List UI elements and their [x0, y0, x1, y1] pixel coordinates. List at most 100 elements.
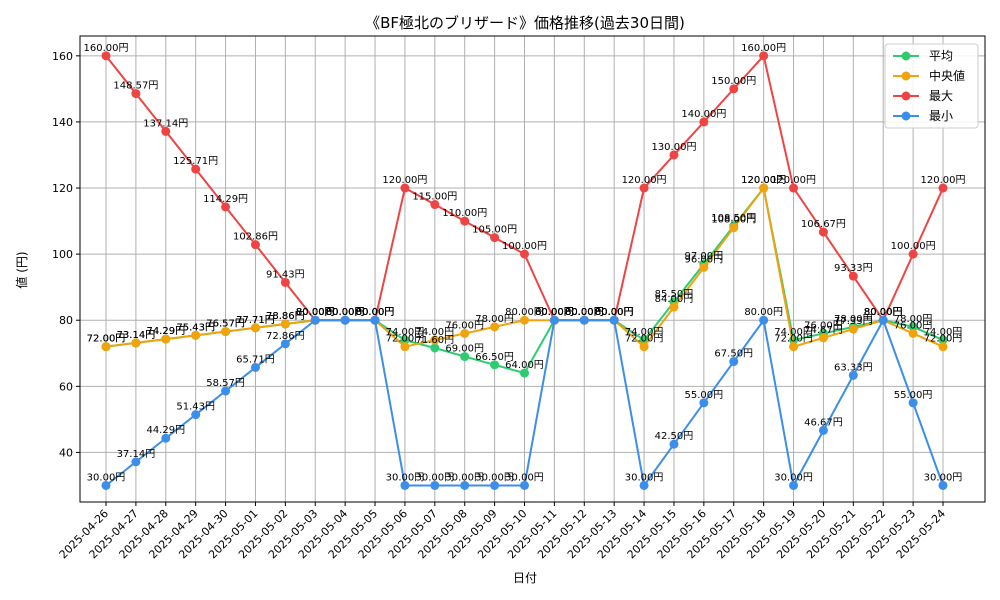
data-label: 77.33円	[834, 316, 873, 327]
data-label: 69.00円	[445, 344, 484, 355]
data-point	[430, 480, 440, 490]
data-label: 80.00円	[356, 307, 395, 318]
data-label: 100.00円	[891, 241, 936, 252]
data-label: 80.00円	[565, 307, 604, 318]
data-label: 160.00円	[741, 43, 786, 54]
data-label: 76.57円	[206, 319, 245, 330]
data-point	[221, 386, 231, 396]
data-point	[878, 315, 888, 325]
data-point	[490, 360, 500, 370]
data-label: 80.00円	[535, 307, 574, 318]
data-point	[549, 315, 559, 325]
data-point	[699, 117, 709, 127]
data-label: 75.43円	[176, 322, 215, 333]
data-label: 80.00円	[356, 307, 395, 318]
data-label: 115.00円	[412, 192, 457, 203]
chart-title: 《BF極北のブリザード》価格推移(過去30日間)	[365, 14, 685, 32]
data-point	[430, 200, 440, 210]
data-point	[490, 322, 500, 332]
data-label: 137.14円	[143, 118, 188, 129]
data-label: 91.43円	[266, 269, 305, 280]
legend-swatch-marker	[901, 71, 911, 81]
data-label: 71.60円	[416, 335, 455, 346]
data-label: 80.00円	[565, 307, 604, 318]
data-point	[161, 433, 171, 443]
data-point	[908, 249, 918, 259]
data-label: 76.57円	[206, 319, 245, 330]
data-point	[250, 362, 260, 372]
data-label: 120.00円	[741, 175, 786, 186]
data-label: 102.86円	[233, 232, 278, 243]
data-point	[400, 342, 410, 352]
data-label: 80.00円	[326, 307, 365, 318]
legend-label: 最大	[929, 89, 953, 103]
data-label: 30.00円	[924, 472, 963, 483]
y-tick-label: 40	[59, 446, 73, 459]
series-3	[101, 315, 948, 490]
data-label: 130.00円	[651, 142, 696, 153]
data-label: 80.00円	[864, 307, 903, 318]
data-point	[729, 84, 739, 94]
data-label: 72.00円	[87, 334, 126, 345]
data-point	[460, 352, 470, 362]
data-label: 30.00円	[445, 472, 484, 483]
data-label: 73.14円	[117, 330, 156, 341]
plot-frame	[79, 35, 986, 503]
data-label: 78.00円	[475, 314, 514, 325]
data-label: 125.71円	[173, 156, 218, 167]
data-label: 85.50円	[655, 289, 694, 300]
data-label: 63.33円	[834, 362, 873, 373]
data-label: 44.29円	[146, 425, 185, 436]
data-point	[759, 183, 769, 193]
data-label: 74.67円	[804, 325, 843, 336]
data-label: 77.71円	[236, 315, 275, 326]
data-label: 74.00円	[625, 327, 664, 338]
data-point	[101, 342, 111, 352]
data-label: 80.00円	[595, 307, 634, 318]
data-point	[280, 339, 290, 349]
data-label: 120.00円	[921, 175, 966, 186]
data-label: 73.14円	[117, 330, 156, 341]
data-point	[639, 183, 649, 193]
legend-label: 平均	[929, 49, 953, 63]
legend-swatch-marker	[901, 111, 911, 121]
data-point	[699, 262, 709, 272]
data-point	[818, 333, 828, 343]
data-point	[221, 327, 231, 337]
y-axis-label: 値 (円)	[14, 251, 29, 288]
data-point	[759, 315, 769, 325]
data-label: 30.00円	[416, 472, 455, 483]
data-point	[609, 315, 619, 325]
data-label: 80.00円	[326, 307, 365, 318]
data-point	[938, 335, 948, 345]
data-point	[520, 315, 529, 325]
data-label: 55.00円	[685, 390, 724, 401]
data-label: 80.00円	[326, 307, 365, 318]
data-point	[250, 323, 260, 333]
data-label: 37.14円	[117, 449, 156, 460]
data-point	[280, 319, 290, 329]
data-point	[460, 216, 470, 226]
data-label: 51.43円	[176, 402, 215, 413]
data-label: 80.00円	[296, 307, 335, 318]
data-label: 72.00円	[774, 334, 813, 345]
data-point	[161, 126, 171, 136]
data-point	[729, 223, 739, 233]
data-point	[639, 480, 649, 490]
data-point	[161, 334, 171, 344]
data-point	[310, 315, 320, 325]
data-point	[789, 480, 799, 490]
data-point	[221, 202, 231, 212]
data-point	[579, 315, 589, 325]
data-label: 108.50円	[711, 213, 756, 224]
data-label: 67.50円	[714, 349, 753, 360]
data-point	[101, 480, 111, 490]
data-point	[639, 342, 649, 352]
data-label: 120.00円	[741, 175, 786, 186]
data-point	[520, 368, 529, 378]
data-point	[191, 330, 201, 340]
data-point	[759, 51, 769, 61]
data-label: 80.00円	[505, 307, 544, 318]
data-label: 72.00円	[87, 334, 126, 345]
